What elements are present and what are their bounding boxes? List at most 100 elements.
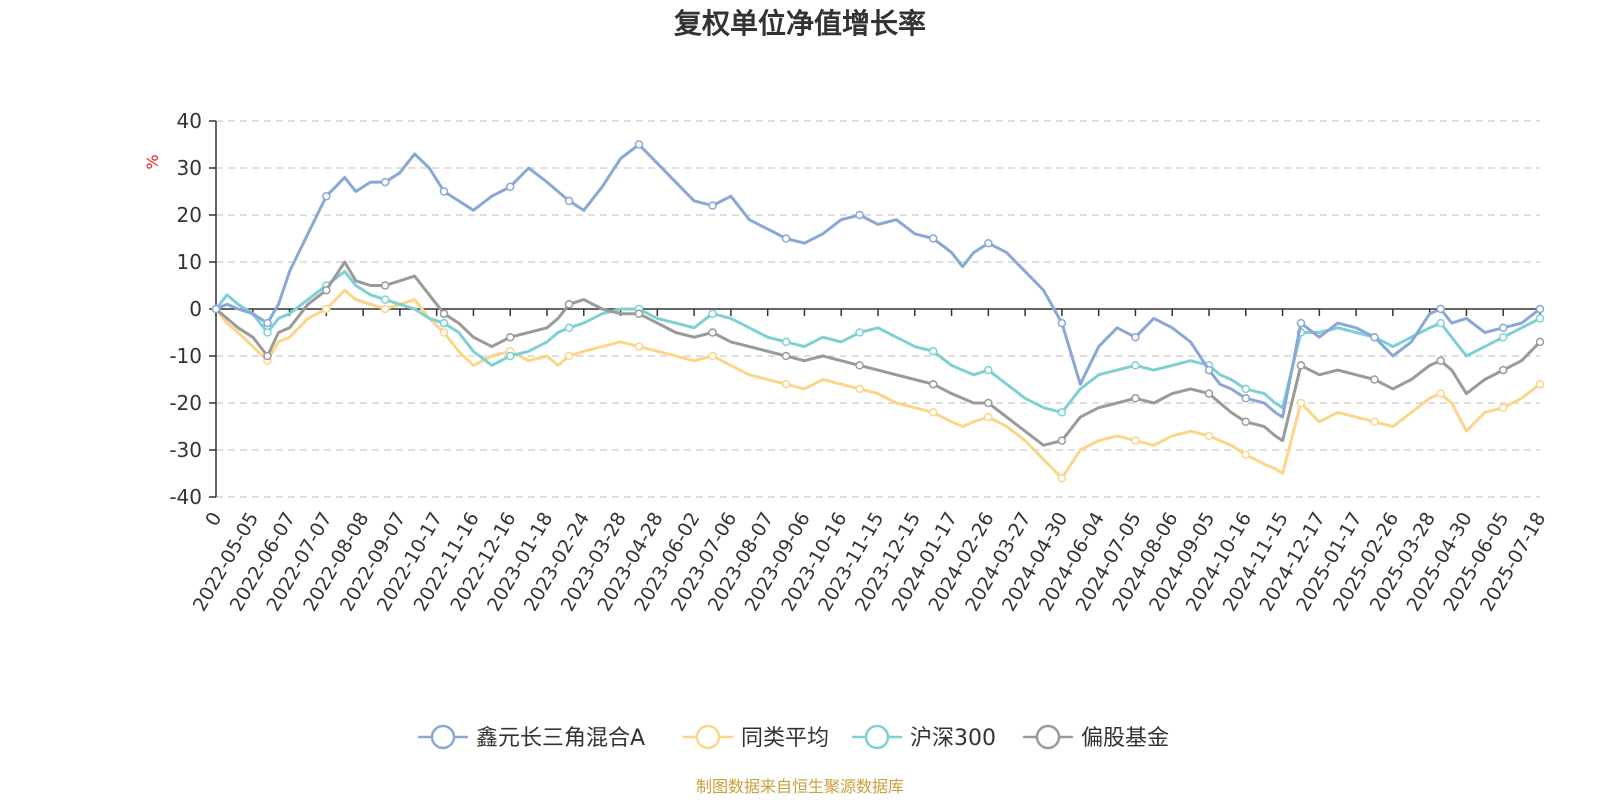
series-lines (211, 140, 1545, 483)
data-point-marker (1241, 417, 1251, 427)
data-point-marker (439, 187, 449, 196)
data-point-marker (1498, 365, 1508, 375)
data-point-marker (1535, 379, 1545, 389)
data-point-marker (1057, 473, 1067, 483)
data-point-marker (1436, 318, 1445, 328)
data-point-marker (1057, 318, 1067, 328)
legend-item-4[interactable]: 偏股基金 (1023, 724, 1169, 751)
data-point-marker (855, 210, 864, 220)
data-point-marker (1370, 375, 1379, 384)
data-point-marker (380, 295, 390, 304)
y-tick-label: 10 (177, 250, 202, 274)
data-point-marker (439, 309, 449, 318)
data-point-marker (708, 328, 717, 337)
legend-label: 鑫元长三角混合A (476, 726, 645, 751)
legend-marker (430, 724, 456, 750)
data-point-marker (263, 318, 272, 328)
y-tick-label: -10 (169, 344, 202, 368)
data-point-marker (634, 342, 644, 351)
data-point-marker (855, 384, 864, 394)
legend-marker (1035, 724, 1061, 750)
legend-item-2[interactable]: 同类平均 (683, 724, 829, 751)
y-tick-label: 0 (189, 297, 202, 321)
legend-label: 偏股基金 (1081, 726, 1169, 751)
data-point-marker (928, 408, 938, 417)
legend-item-3[interactable]: 沪深300 (852, 724, 996, 751)
data-point-marker (1498, 332, 1508, 342)
legend-marker (695, 724, 721, 750)
y-tick-label: -20 (169, 391, 202, 415)
data-point-marker (1057, 436, 1067, 445)
data-point-marker (1436, 356, 1445, 365)
series-line-1 (215, 143, 1541, 419)
data-point-marker (855, 328, 864, 337)
data-point-marker (634, 309, 644, 318)
data-point-marker (1204, 365, 1214, 375)
data-point-marker (1370, 332, 1379, 342)
data-source-note: 制图数据来自恒生聚源数据库 (696, 777, 904, 796)
data-point-marker (984, 365, 993, 375)
legend[interactable]: 鑫元长三角混合A 同类平均 沪深300 偏股基金 (418, 724, 1169, 751)
data-point-marker (708, 309, 717, 318)
data-point-marker (1241, 450, 1251, 459)
data-point-marker (1296, 318, 1306, 328)
data-point-marker (1204, 431, 1214, 441)
series-line-3 (214, 269, 1541, 414)
data-point-marker (564, 323, 574, 333)
data-point-marker (1131, 332, 1140, 342)
data-point-marker (928, 379, 938, 389)
data-point-marker (1535, 304, 1545, 314)
series-line-4 (215, 260, 1542, 447)
axes (209, 120, 1541, 498)
data-point-marker (263, 328, 272, 337)
data-point-marker (1296, 361, 1306, 370)
legend-item-1[interactable]: 鑫元长三角混合A (418, 724, 645, 751)
y-tick-label: -30 (169, 438, 202, 462)
data-point-marker (564, 196, 574, 206)
data-point-marker (1436, 389, 1445, 398)
data-point-marker (322, 285, 331, 295)
y-axis-unit-label: % (143, 154, 162, 169)
y-tick-label: 30 (177, 156, 202, 180)
data-point-marker (1057, 408, 1067, 417)
y-tick-label: 20 (177, 203, 202, 227)
data-point-marker (564, 351, 574, 361)
data-point-marker (505, 182, 515, 192)
data-point-marker (1370, 417, 1379, 427)
y-tick-label: 40 (177, 109, 202, 133)
legend-label: 同类平均 (741, 726, 829, 751)
data-point-marker (1535, 337, 1545, 347)
data-point-marker (634, 140, 644, 149)
data-point-marker (380, 281, 390, 290)
legend-marker (864, 724, 890, 750)
data-point-marker (781, 379, 791, 389)
data-point-marker (564, 300, 574, 309)
data-point-marker (439, 318, 449, 328)
chart-title: 复权单位净值增长率 (674, 7, 926, 40)
data-point-marker (505, 351, 515, 361)
data-point-marker (855, 361, 864, 370)
legend-label: 沪深300 (910, 726, 996, 751)
x-tick-label: 0 (201, 509, 226, 530)
data-point-marker (505, 332, 515, 342)
data-point-marker (781, 337, 791, 347)
y-tick-labels: 40 30 20 10 0 -10 -20 -30 -40 (169, 109, 202, 509)
data-point-marker (322, 191, 331, 201)
data-point-marker (928, 347, 938, 356)
data-point-marker (984, 398, 993, 408)
data-point-marker (708, 201, 717, 210)
grid-lines (216, 120, 1540, 498)
data-point-marker (211, 304, 221, 314)
data-point-marker (1241, 394, 1251, 403)
data-point-marker (928, 234, 938, 243)
data-point-marker (1131, 361, 1140, 370)
data-point-marker (439, 328, 449, 337)
data-point-marker (380, 177, 390, 187)
data-point-marker (984, 238, 993, 248)
data-point-marker (781, 234, 791, 243)
data-point-marker (1131, 436, 1140, 445)
data-point-marker (1498, 323, 1508, 333)
data-point-marker (380, 304, 390, 314)
series-line-2 (214, 288, 1541, 480)
